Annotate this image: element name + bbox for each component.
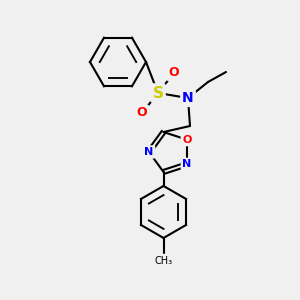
Text: N: N (182, 91, 194, 105)
Text: S: S (152, 85, 164, 100)
Text: N: N (144, 147, 154, 157)
Text: O: O (137, 106, 147, 119)
Text: O: O (182, 135, 192, 145)
Text: CH₃: CH₃ (154, 256, 172, 266)
Text: O: O (169, 67, 179, 80)
Text: N: N (182, 159, 192, 169)
